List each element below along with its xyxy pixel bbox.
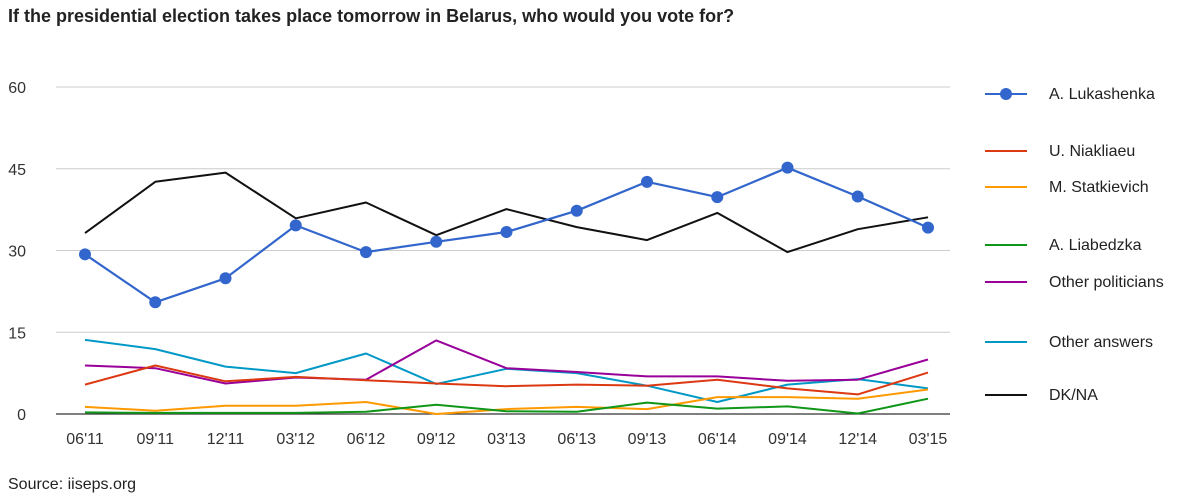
series-other-answers	[84, 338, 929, 403]
series-lines	[79, 161, 934, 415]
x-tick-label: 09'12	[417, 431, 456, 448]
y-axis-ticks: 0 15 30 45 60	[8, 80, 26, 424]
y-tick-label: 30	[8, 244, 26, 261]
x-tick-label: 03'13	[487, 431, 526, 448]
series-other-politicians	[84, 339, 929, 385]
series-line-other-answers	[84, 338, 929, 403]
series-line-a-liabedzka	[84, 397, 929, 415]
data-point	[922, 221, 934, 234]
data-point	[79, 248, 91, 261]
series-u-niakliaeu	[84, 364, 929, 396]
legend-marker	[1000, 88, 1012, 100]
data-point	[570, 204, 583, 217]
legend: A. Lukashenka U. Niakliaeu M. Statkievich A…	[985, 86, 1164, 404]
y-tick-label: 60	[8, 80, 26, 97]
y-tick-label: 15	[8, 325, 26, 342]
data-point	[149, 296, 162, 309]
legend-label: Other answers	[1049, 334, 1153, 351]
data-point	[711, 191, 724, 204]
legend-item-u-niakliaeu: U. Niakliaeu	[985, 143, 1135, 160]
chart-title: If the presidential election takes place…	[8, 6, 735, 26]
x-tick-label: 03'12	[276, 431, 315, 448]
series-line-other-politicians	[84, 339, 929, 385]
y-tick-label: 45	[8, 162, 26, 179]
x-tick-label: 09'13	[628, 431, 667, 448]
legend-label: U. Niakliaeu	[1049, 143, 1135, 160]
x-tick-label: 06'13	[557, 431, 596, 448]
x-axis-ticks: 06'11 09'11 12'11 03'12 06'12 09'12 03'13 06'13…	[66, 431, 947, 448]
data-point	[500, 225, 513, 238]
x-tick-label: 06'11	[66, 431, 104, 448]
legend-item-a-liabedzka: A. Liabedzka	[985, 237, 1142, 254]
y-tick-label: 0	[17, 407, 26, 424]
x-tick-label: 03'15	[909, 431, 948, 448]
x-tick-label: 12'14	[838, 431, 877, 448]
series-line-dk-na	[84, 171, 929, 254]
data-point	[289, 219, 302, 232]
series-a-liabedzka	[84, 397, 929, 415]
legend-label: M. Statkievich	[1049, 179, 1149, 196]
x-tick-label: 12'11	[207, 431, 245, 448]
x-tick-label: 06'12	[347, 431, 386, 448]
data-point	[851, 190, 864, 203]
x-tick-label: 09'11	[137, 431, 175, 448]
data-point	[360, 246, 372, 259]
legend-item-a-lukashenka: A. Lukashenka	[985, 86, 1155, 103]
legend-label: A. Liabedzka	[1049, 237, 1142, 254]
legend-label: Other politicians	[1049, 274, 1164, 291]
legend-label: A. Lukashenka	[1049, 86, 1155, 103]
data-point	[430, 235, 443, 248]
series-line-m-statkievich	[84, 388, 929, 415]
series-m-statkievich	[84, 388, 929, 415]
data-point	[781, 161, 794, 174]
data-point	[219, 272, 232, 285]
x-tick-label: 09'14	[768, 431, 807, 448]
legend-item-dk-na: DK/NA	[985, 387, 1098, 404]
gridlines	[56, 86, 950, 415]
series-dk-na	[84, 171, 929, 254]
legend-item-other-answers: Other answers	[985, 334, 1153, 351]
x-tick-label: 06'14	[698, 431, 737, 448]
legend-item-m-statkievich: M. Statkievich	[985, 179, 1149, 196]
source-note: Source: iiseps.org	[8, 476, 137, 493]
series-a-lukashenka	[79, 161, 934, 309]
legend-label: DK/NA	[1049, 387, 1098, 404]
series-line-u-niakliaeu	[84, 364, 929, 396]
data-point	[641, 175, 653, 188]
legend-item-other-politicians: Other politicians	[985, 274, 1164, 291]
